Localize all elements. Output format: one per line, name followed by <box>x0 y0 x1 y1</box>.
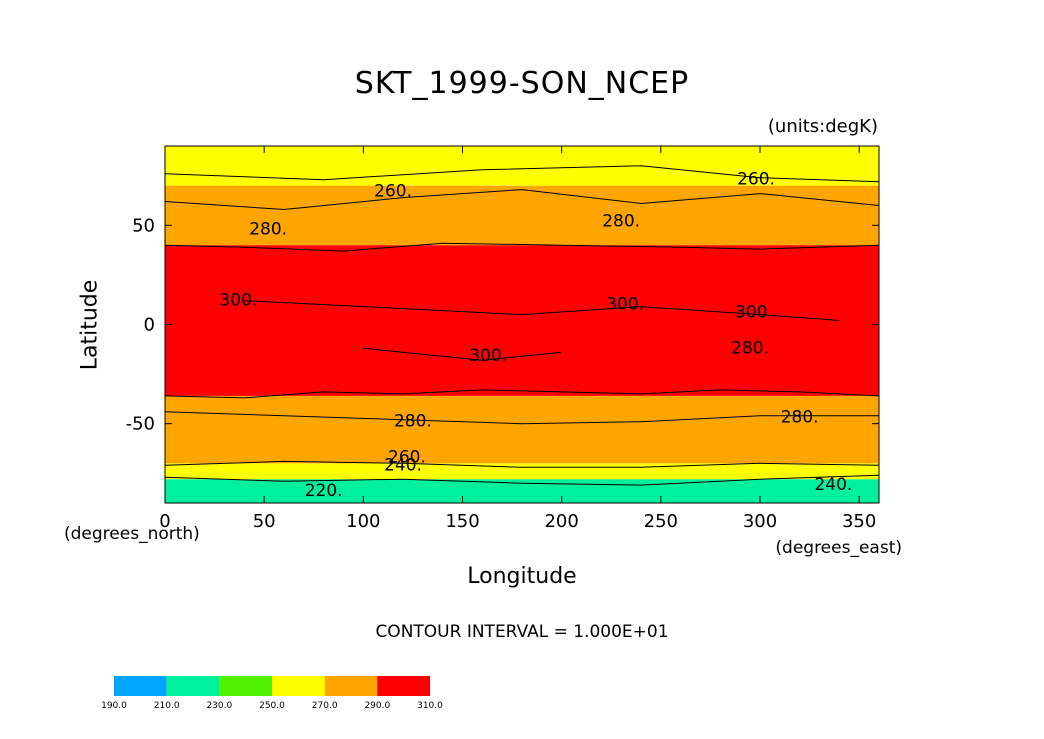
band-5 <box>165 185 879 246</box>
colorbar-swatch-2 <box>219 676 272 696</box>
contour-label-8: 280. <box>394 412 432 432</box>
colorbar-label-3: 250.0 <box>259 701 285 711</box>
contour-line-1 <box>164 242 880 252</box>
y-tick-label-2: 50 <box>132 215 155 236</box>
contour-interval-note: CONTOUR INTERVAL = 1.000E+01 <box>375 622 669 642</box>
x-tick-label-5: 250 <box>644 511 678 532</box>
colorbar-label-1: 210.0 <box>154 701 180 711</box>
colorbar-label-4: 270.0 <box>312 701 338 711</box>
y-unit-label: (degrees_north) <box>64 524 200 544</box>
contour-line-7 <box>244 300 840 321</box>
band-1 <box>165 463 879 480</box>
contour-label-6: 300. <box>735 303 773 323</box>
units-label: (units:degK) <box>767 116 878 137</box>
chart-title: SKT_1999-SON_NCEP <box>354 66 690 101</box>
band-3 <box>165 395 879 440</box>
colorbar-swatch-4 <box>324 676 378 696</box>
x-unit-label: (degrees_east) <box>775 538 902 558</box>
x-tick-label-2: 100 <box>346 511 380 532</box>
x-tick-label-0: 0 <box>159 511 170 532</box>
contour-label-13: 240. <box>814 475 852 495</box>
contour-line-8 <box>363 347 562 361</box>
x-tick-label-3: 150 <box>445 511 479 532</box>
y-tick-label-1: 0 <box>144 315 155 336</box>
contour-label-2: 280. <box>249 219 287 239</box>
contour-line-2 <box>164 411 879 425</box>
x-tick-label-4: 200 <box>544 511 578 532</box>
contour-line-0 <box>164 389 880 399</box>
contour-label-1: 260. <box>737 170 775 190</box>
colorbar-label-0: 190.0 <box>101 701 127 711</box>
contour-label-10: 260. <box>388 447 426 467</box>
colorbar-swatch-1 <box>166 676 220 696</box>
contour-label-7: 300. <box>469 346 507 366</box>
x-tick-label-1: 50 <box>253 511 276 532</box>
band-0 <box>165 479 879 503</box>
contour-label-5: 300. <box>606 295 644 315</box>
contour-label-0: 260. <box>374 182 412 202</box>
contour-label-11: 240. <box>384 455 422 475</box>
contour-label-12: 220. <box>305 481 343 501</box>
colorbar-swatch-5 <box>377 676 430 696</box>
band-4 <box>165 245 879 396</box>
contour-line-3 <box>164 460 880 468</box>
colorbar-swatch-3 <box>272 676 325 696</box>
colorbar-label-6: 310.0 <box>417 701 443 711</box>
contour-line-4 <box>164 474 880 486</box>
contour-label-3: 280. <box>602 211 640 231</box>
x-tick-label-7: 350 <box>842 511 876 532</box>
contour-line-6 <box>164 165 880 183</box>
band-2 <box>165 439 879 464</box>
contour-label-9: 280. <box>781 408 819 428</box>
colorbar-label-2: 230.0 <box>206 701 232 711</box>
contour-line-5 <box>164 189 880 211</box>
x-tick-label-6: 300 <box>743 511 777 532</box>
colorbar-swatch-0 <box>114 676 167 696</box>
y-tick-label-0: -50 <box>126 414 155 435</box>
contour-label-14: 280. <box>731 338 769 358</box>
x-axis-label: Longitude <box>467 564 577 589</box>
colorbar-label-5: 290.0 <box>364 701 390 711</box>
contour-label-4: 300. <box>219 291 257 311</box>
